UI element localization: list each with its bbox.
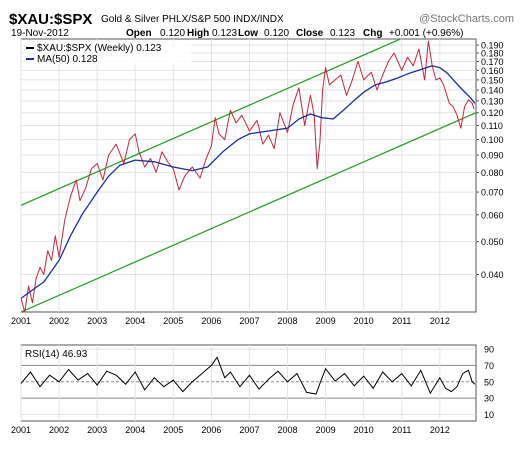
- price-y-tick-label: 0.190: [481, 41, 504, 51]
- open-value: 0.120: [160, 28, 185, 39]
- rsi-y-ticks: 90 70 50 30 10: [484, 345, 494, 420]
- chg-value: +0.001 (+0.96%): [389, 28, 464, 39]
- low-value: 0.120: [264, 28, 289, 39]
- price-x-tick-label: 2005: [163, 316, 183, 326]
- price-series: [21, 40, 476, 312]
- rsi-x-tick-label: 2009: [316, 425, 336, 435]
- rsi-title-bg: [23, 347, 81, 359]
- legend-ma-label: MA(50) 0.128: [37, 54, 98, 65]
- chart-symbol: $XAU:$SPX: [9, 11, 92, 28]
- chg-label: Chg: [363, 28, 382, 39]
- high-value: 0.123: [212, 28, 237, 39]
- rsi-y-tick-label: 50: [484, 377, 494, 387]
- price-y-tick-label: 0.050: [481, 237, 504, 247]
- price-x-tick-label: 2008: [278, 316, 298, 326]
- price-y-tick-label: 0.080: [481, 168, 504, 178]
- price-x-tick-label: 2012: [430, 316, 450, 326]
- price-x-tick-label: 2003: [87, 316, 107, 326]
- price-x-tick-label: 2009: [316, 316, 336, 326]
- rsi-y-tick-label: 70: [484, 361, 494, 371]
- ohlc-readout: Open 0.120 High 0.123 Low 0.120 Close 0.…: [126, 28, 464, 39]
- high-label: High: [187, 28, 209, 39]
- price-x-tick-label: 2006: [201, 316, 221, 326]
- open-label: Open: [126, 28, 152, 39]
- price-y-tick-label: 0.040: [481, 270, 504, 280]
- close-label: Close: [296, 28, 324, 39]
- price-x-tick-label: 2004: [125, 316, 145, 326]
- low-label: Low: [238, 28, 258, 39]
- price-y-tick-label: 0.120: [481, 108, 504, 118]
- legend-price-label: $XAU:$SPX (Weekly) 0.123: [37, 43, 162, 54]
- price-x-ticks: 2001 2002 2003 2004 2005 2006 2007 2008 2009 2010…: [11, 316, 450, 326]
- rsi-y-tick-label: 10: [484, 410, 494, 420]
- rsi-x-tick-label: 2010: [354, 425, 374, 435]
- rsi-panel: 90 70 50 30 10 RSI(14) 46.93: [20, 344, 494, 422]
- rsi-x-tick-label: 2012: [430, 425, 450, 435]
- price-y-tick-label: 0.160: [481, 66, 504, 76]
- rsi-panel-frame: [20, 344, 477, 422]
- rsi-x-tick-label: 2002: [49, 425, 69, 435]
- price-y-tick-label: 0.100: [481, 135, 504, 145]
- price-x-tick-label: 2010: [354, 316, 374, 326]
- price-y-tick-label: 0.070: [481, 188, 504, 198]
- price-line: [21, 40, 475, 312]
- trend-channel-upper: [21, 39, 402, 206]
- rsi-series: [20, 356, 476, 395]
- price-gridlines: [20, 39, 476, 312]
- trend-channel-lower: [21, 112, 476, 312]
- rsi-y-tick-label: 90: [484, 345, 494, 355]
- price-y-tick-label: 0.140: [481, 86, 504, 96]
- chart-date: 19-Nov-2012: [11, 28, 69, 39]
- price-x-tick-label: 2001: [11, 316, 31, 326]
- rsi-line: [20, 356, 476, 395]
- price-legend: $XAU:$SPX (Weekly) 0.123 MA(50) 0.128: [23, 41, 191, 65]
- rsi-x-tick-label: 2006: [201, 425, 221, 435]
- ma50-line: [21, 65, 476, 299]
- price-y-tick-label: 0.110: [481, 121, 503, 131]
- price-y-tick-label: 0.060: [481, 210, 504, 220]
- rsi-x-tick-label: 2004: [125, 425, 145, 435]
- svg-text:Open: Open: [126, 28, 152, 39]
- price-y-tick-label: 0.150: [481, 75, 504, 85]
- rsi-x-tick-label: 2008: [278, 425, 298, 435]
- rsi-gridlines: [20, 345, 476, 421]
- rsi-x-tick-label: 2007: [239, 425, 259, 435]
- legend-box: [23, 41, 191, 65]
- rsi-x-tick-label: 2003: [87, 425, 107, 435]
- price-y-tick-label: 0.180: [481, 49, 504, 59]
- rsi-x-ticks: 2001 2002 2003 2004 2005 2006 2007 2008 2009 2010…: [11, 425, 450, 435]
- price-y-tick-label: 0.130: [481, 96, 504, 106]
- price-y-tick-label: 0.170: [481, 57, 504, 67]
- price-y-tick-label: 0.090: [481, 151, 504, 161]
- chart-subtitle: Gold & Silver PHLX/S&P 500 INDX/INDX: [101, 14, 284, 25]
- rsi-x-tick-label: 2005: [163, 425, 183, 435]
- rsi-title: RSI(14) 46.93: [25, 349, 88, 360]
- price-x-tick-label: 2011: [392, 316, 411, 326]
- price-x-tick-label: 2002: [49, 316, 69, 326]
- rsi-x-tick-label: 2001: [11, 425, 31, 435]
- trend-channel: [21, 39, 476, 312]
- watermark-logo: @StockCharts.com: [419, 13, 514, 25]
- rsi-x-tick-label: 2011: [392, 425, 411, 435]
- close-value: 0.123: [330, 28, 355, 39]
- price-x-tick-label: 2007: [239, 316, 259, 326]
- rsi-y-tick-label: 30: [484, 394, 494, 404]
